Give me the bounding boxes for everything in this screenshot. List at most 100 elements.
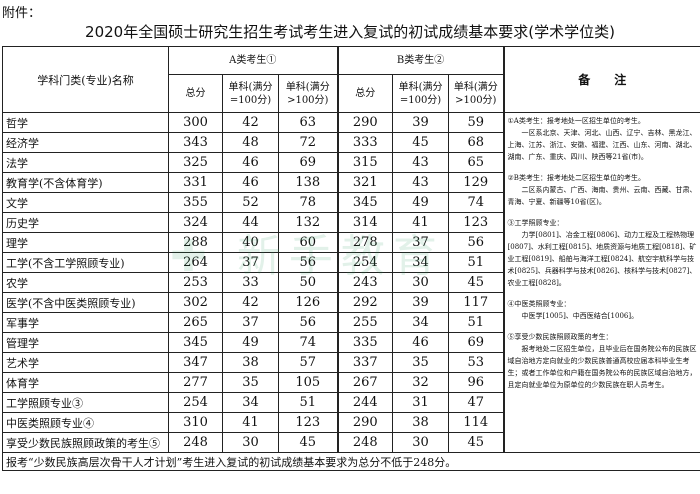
score-cell: 37: [222, 312, 279, 333]
score-cell: 105: [277, 372, 339, 393]
score-cell: 46: [222, 172, 279, 193]
subject-name: 艺术学: [2, 352, 169, 373]
score-cell: 292: [336, 292, 394, 313]
score-cell: 123: [277, 412, 339, 433]
score-cell: 35: [222, 372, 279, 393]
score-cell: 255: [336, 312, 394, 333]
score-cell: 288: [168, 232, 223, 253]
score-cell: 41: [392, 212, 450, 233]
score-cell: 30: [392, 272, 450, 293]
score-cell: 30: [392, 432, 450, 453]
attachment-label: 附件：: [2, 6, 42, 21]
score-cell: 31: [392, 392, 450, 413]
subject-name: 工学(不含工学照顾专业): [2, 252, 169, 273]
score-cell: 34: [392, 252, 450, 273]
score-cell: 38: [392, 412, 450, 433]
score-cell: 37: [392, 232, 450, 253]
note-heading: ②B类考生：报考地处二区招生单位的考生。: [507, 174, 645, 182]
note-heading: ⑤享受少数民族照顾政策的考生：: [507, 333, 613, 341]
score-cell: 60: [277, 232, 339, 253]
note-heading: ①A类考生：报考地处一区招生单位的考生。: [507, 117, 645, 125]
b-single-100-header: 单科(满分=100分): [392, 74, 450, 113]
a-single-gt100-header: 单科(满分>100分): [277, 74, 339, 113]
score-cell: 69: [448, 332, 505, 353]
score-cell: 117: [448, 292, 505, 313]
subject-name: 享受少数民族照顾政策的考生⑤: [2, 432, 169, 453]
score-cell: 56: [277, 312, 339, 333]
score-cell: 48: [222, 132, 279, 153]
score-cell: 132: [277, 212, 339, 233]
subject-name: 农学: [2, 272, 169, 293]
score-cell: 123: [448, 212, 505, 233]
score-cell: 253: [168, 272, 223, 293]
score-cell: 45: [448, 272, 505, 293]
page-title: 2020年全国硕士研究生招生考试考生进入复试的初试成绩基本要求(学术学位类): [85, 23, 615, 41]
score-cell: 74: [448, 192, 505, 213]
score-cell: 40: [222, 232, 279, 253]
score-cell: 314: [336, 212, 394, 233]
score-cell: 331: [168, 172, 223, 193]
score-cell: 264: [168, 252, 223, 273]
score-cell: 49: [392, 192, 450, 213]
score-cell: 243: [336, 272, 394, 293]
table-row: 文学 355 52 78 345 49 74: [2, 192, 700, 213]
subject-header: 学科门类(专业)名称: [2, 46, 169, 113]
score-cell: 46: [392, 332, 450, 353]
score-cell: 56: [448, 232, 505, 253]
table-row: 农学 253 33 50 243 30 45: [2, 272, 700, 293]
score-cell: 72: [277, 132, 339, 153]
score-cell: 333: [336, 132, 394, 153]
a-total-header: 总分: [168, 74, 223, 113]
score-cell: 114: [448, 412, 505, 433]
score-cell: 265: [168, 312, 223, 333]
b-single-gt100-header: 单科(满分>100分): [448, 74, 505, 113]
score-cell: 45: [277, 432, 339, 453]
score-cell: 310: [168, 412, 223, 433]
subject-name: 管理学: [2, 332, 169, 353]
subject-name: 文学: [2, 192, 169, 213]
score-cell: 345: [168, 332, 223, 353]
score-cell: 43: [392, 152, 450, 173]
score-cell: 45: [448, 432, 505, 453]
subject-name: 中医类照顾专业④: [2, 412, 169, 433]
score-cell: 96: [448, 372, 505, 393]
score-cell: 39: [392, 112, 450, 133]
score-cell: 278: [336, 232, 394, 253]
score-cell: 267: [336, 372, 394, 393]
score-cell: 324: [168, 212, 223, 233]
table-row: 享受少数民族照顾政策的考生⑤ 248 30 45 248 30 45: [2, 432, 700, 453]
subject-name: 法学: [2, 152, 169, 173]
score-cell: 33: [222, 272, 279, 293]
table-row: 教育学(不含体育学) 331 46 138 321 43 129: [2, 172, 700, 193]
score-cell: 69: [277, 152, 339, 173]
score-cell: 248: [168, 432, 223, 453]
score-cell: 51: [448, 252, 505, 273]
table-row: 工学(不含工学照顾专业) 264 37 56 254 34 51: [2, 252, 700, 273]
score-cell: 68: [448, 132, 505, 153]
score-cell: 254: [168, 392, 223, 413]
note-heading: ④中医类照顾专业：: [507, 300, 571, 308]
score-cell: 300: [168, 112, 223, 133]
table-row: 体育学 277 35 105 267 32 96: [2, 372, 700, 393]
subject-name: 经济学: [2, 132, 169, 153]
score-cell: 248: [336, 432, 394, 453]
score-cell: 126: [277, 292, 339, 313]
score-cell: 244: [336, 392, 394, 413]
subject-name: 理学: [2, 232, 169, 253]
score-cell: 53: [448, 352, 505, 373]
a-single-100-header: 单科(满分=100分): [222, 74, 279, 113]
score-cell: 302: [168, 292, 223, 313]
score-cell: 343: [168, 132, 223, 153]
note-body: 中医学[1005]、中西医结合[1006]。: [521, 312, 639, 320]
subject-name: 医学(不含中医类照顾专业): [2, 292, 169, 313]
score-cell: 38: [222, 352, 279, 373]
score-cell: 35: [392, 352, 450, 373]
score-cell: 49: [222, 332, 279, 353]
score-cell: 254: [336, 252, 394, 273]
score-cell: 30: [222, 432, 279, 453]
score-cell: 42: [222, 292, 279, 313]
score-cell: 290: [336, 412, 394, 433]
table-row: 经济学 343 48 72 333 45 68: [2, 132, 700, 153]
score-cell: 315: [336, 152, 394, 173]
score-cell: 347: [168, 352, 223, 373]
